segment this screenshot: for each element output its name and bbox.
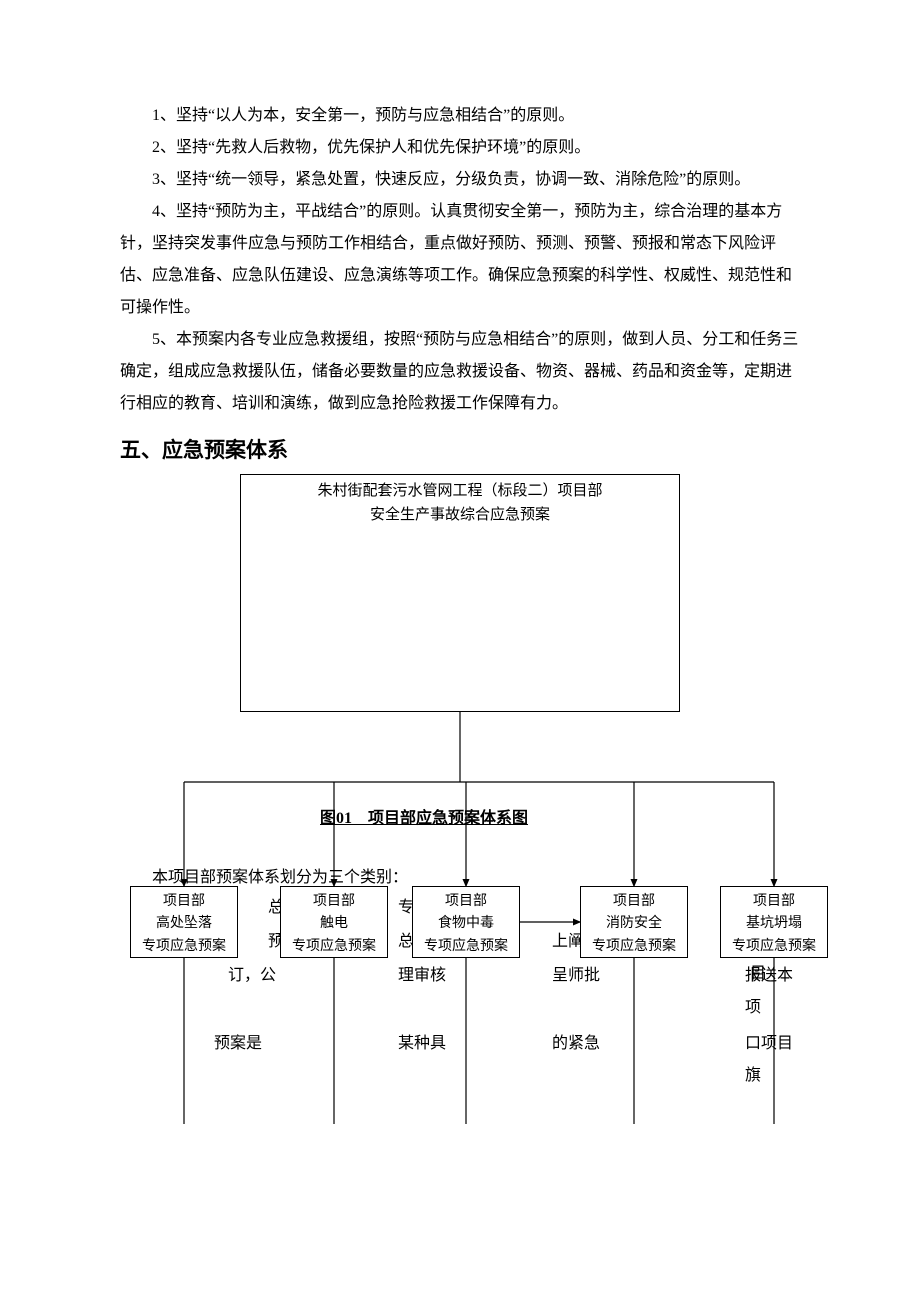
background-text-fragment: 报送本项 <box>745 960 800 1024</box>
sub-box-line: 项目部 <box>721 891 827 913</box>
paragraph-4: 4、坚持“预防为主，平战结合”的原则。认真贯彻安全第一，预防为主，综合治理的基本… <box>120 196 800 324</box>
paragraph-1: 1、坚持“以人为本，安全第一，预防与应急相结合”的原则。 <box>120 100 800 132</box>
sub-box-line: 专项应急预案 <box>413 936 519 958</box>
sub-box-line: 项目部 <box>413 891 519 913</box>
sub-box-line: 专项应急预案 <box>581 936 687 958</box>
flowchart-sub-box-2: 项目部食物中毒专项应急预案 <box>412 886 520 958</box>
sub-box-line: 专项应急预案 <box>281 936 387 958</box>
background-text-fragment: 呈师批 <box>552 960 600 992</box>
sub-box-line: 专项应急预案 <box>721 936 827 958</box>
paragraph-5: 5、本预案内各专业应急救援组，按照“预防与应急相结合”的原则，做到人员、分工和任… <box>120 324 800 420</box>
top-box-line2: 安全生产事故综合应急预案 <box>241 503 679 527</box>
sub-box-line: 触电 <box>281 913 387 935</box>
flowchart-caption: 图01 项目部应急预案体系图 <box>320 804 528 828</box>
flowchart-sub-box-4: 项目部基坑坍塌专项应急预案 <box>720 886 828 958</box>
sub-box-line: 食物中毒 <box>413 913 519 935</box>
sub-box-line: 项目部 <box>581 891 687 913</box>
sub-box-line: 基坑坍塌 <box>721 913 827 935</box>
background-text-fragment: 订，公 <box>228 960 276 992</box>
sub-box-line: 专项应急预案 <box>131 936 237 958</box>
background-text-fragment: 某种具 <box>398 1028 446 1060</box>
paragraph-3: 3、坚持“统一领导，紧急处置，快速反应，分级负责，协调一致、消除危险”的原则。 <box>120 164 800 196</box>
sub-box-line: 高处坠落 <box>131 913 237 935</box>
sub-box-line: 项目部 <box>281 891 387 913</box>
flowchart-diagram: 朱村街配套污水管网工程（标段二）项目部 安全生产事故综合应急预案 图01 项目部… <box>120 474 800 1124</box>
paragraph-2: 2、坚持“先救人后救物，优先保护人和优先保护环境”的原则。 <box>120 132 800 164</box>
background-text-fragment: 口项目旗 <box>745 1028 800 1092</box>
flowchart-sub-box-1: 项目部触电专项应急预案 <box>280 886 388 958</box>
flowchart-top-box: 朱村街配套污水管网工程（标段二）项目部 安全生产事故综合应急预案 <box>240 474 680 712</box>
flowchart-sub-box-0: 项目部高处坠落专项应急预案 <box>130 886 238 958</box>
page-content: 1、坚持“以人为本，安全第一，预防与应急相结合”的原则。 2、坚持“先救人后救物… <box>0 0 920 1124</box>
top-box-line1: 朱村街配套污水管网工程（标段二）项目部 <box>241 479 679 503</box>
flowchart-sub-box-3: 项目部消防安全专项应急预案 <box>580 886 688 958</box>
sub-box-line: 项目部 <box>131 891 237 913</box>
sub-box-line: 消防安全 <box>581 913 687 935</box>
background-text-fragment: 的紧急 <box>552 1028 600 1060</box>
section-heading: 五、应急预案体系 <box>120 434 800 464</box>
background-text-fragment: 理审核 <box>398 960 446 992</box>
background-text-fragment: 预案是 <box>214 1028 262 1060</box>
